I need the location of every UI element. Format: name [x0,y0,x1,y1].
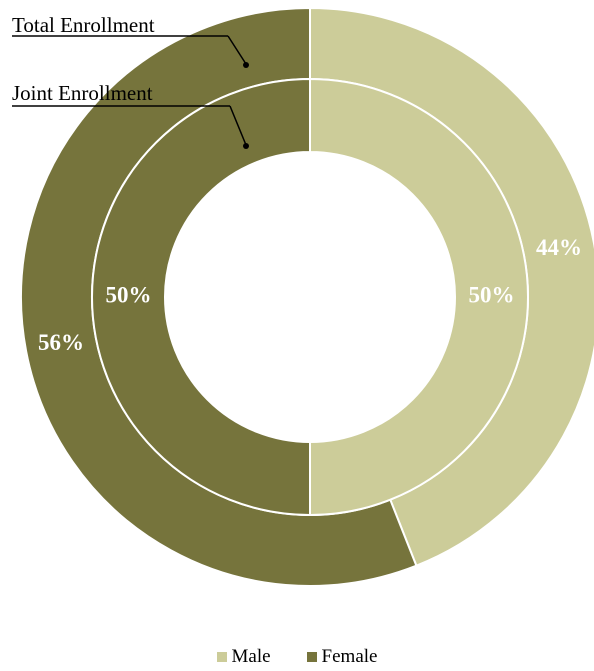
inner-ring-slice-female [91,77,311,517]
legend-label-female: Female [321,646,378,667]
labels-group: 44% 56% 50% 50% [38,235,582,355]
callout-total-label: Total Enrollment [12,13,155,37]
callout-joint-leader [229,105,247,146]
callout-joint-label: Joint Enrollment [12,81,153,105]
outer-ring-label-male: 44% [536,235,582,260]
outer-ring-label-female: 56% [38,330,84,355]
callout-joint-dot [243,143,249,149]
legend-swatch-male [216,652,227,662]
legend: Male Female [0,646,594,668]
legend-item-male: Male [216,646,271,668]
legend-label-male: Male [231,646,271,667]
callout-total-leader [227,35,247,65]
legend-item-female: Female [306,646,378,668]
callout-total-dot [243,62,249,68]
inner-ring-label-female: 50% [106,282,152,307]
rings-group [20,6,594,587]
legend-swatch-female [306,652,317,662]
inner-ring-label-male: 50% [469,282,515,307]
inner-ring-slice-male [309,77,529,517]
donut-chart: 44% 56% 50% 50% Total Enrollment Joint Enro… [12,6,594,587]
